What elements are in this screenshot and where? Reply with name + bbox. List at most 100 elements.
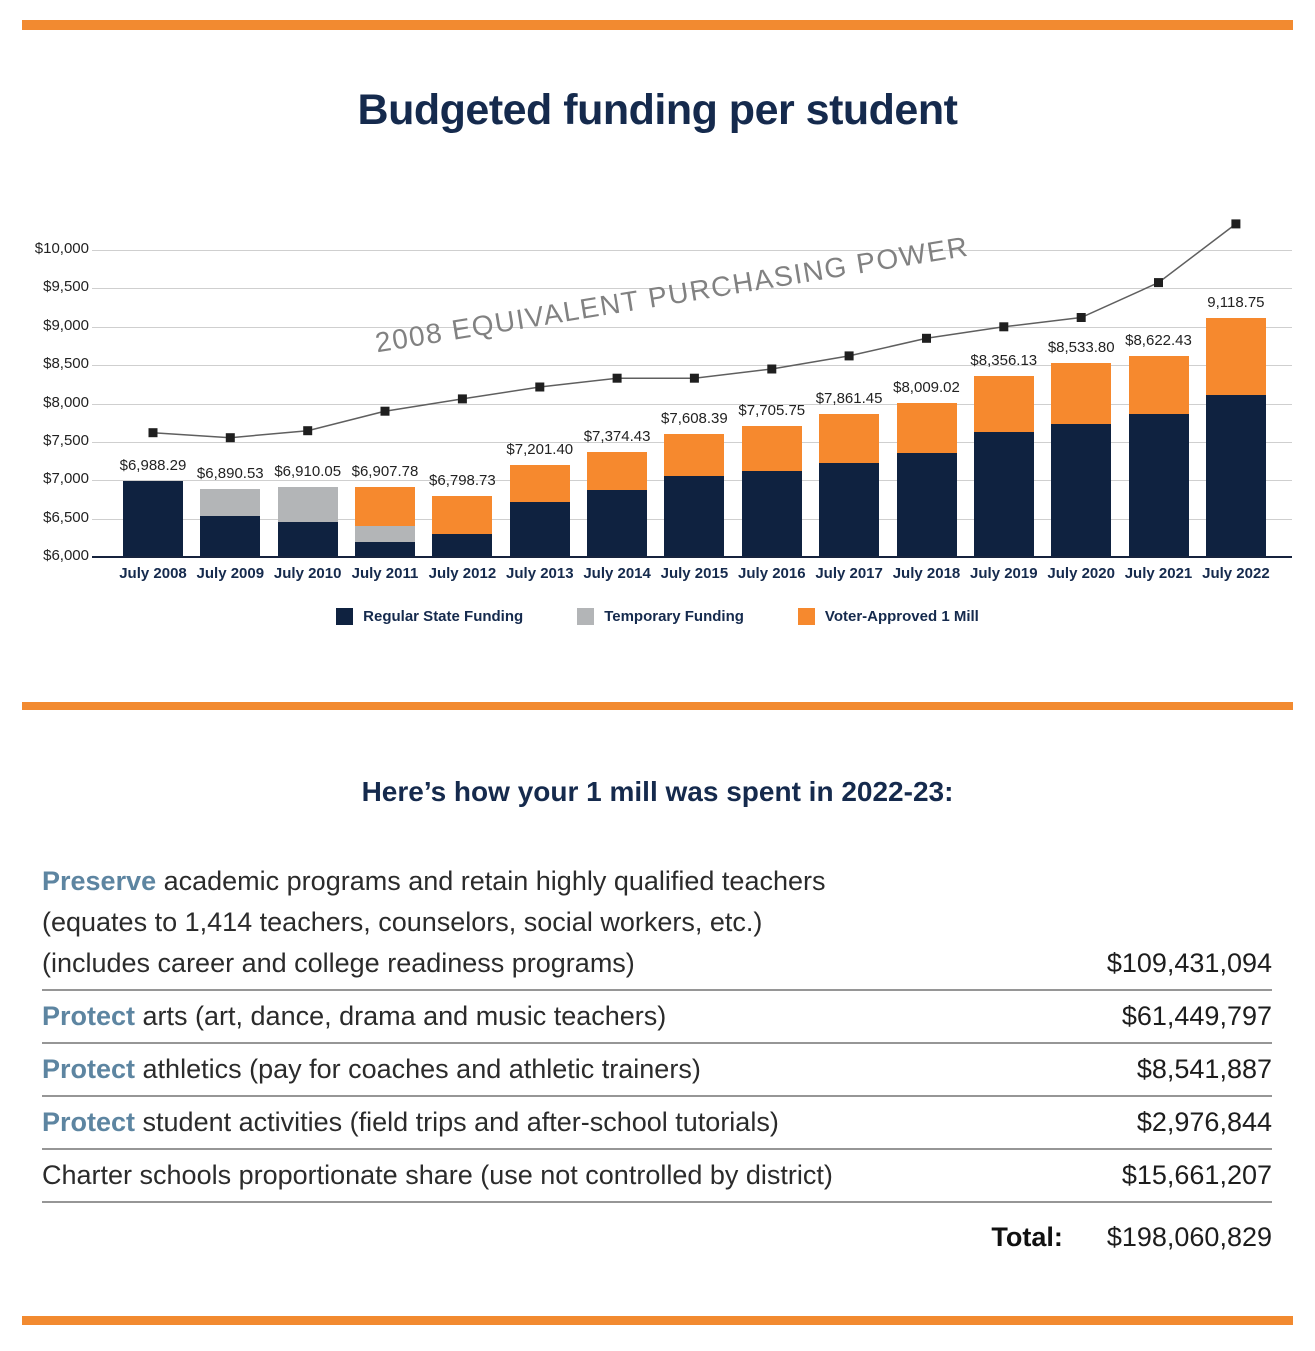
gridline bbox=[22, 441, 1292, 443]
spending-keyword: Protect bbox=[42, 1054, 143, 1084]
y-tick-label: $6,000 bbox=[6, 546, 92, 565]
y-tick-label: $10,000 bbox=[6, 239, 92, 258]
spending-description-line: Charter schools proportionate share (use… bbox=[42, 1160, 833, 1190]
spending-table: Preserve academic programs and retain hi… bbox=[42, 856, 1272, 1263]
bar-segment-voter-approved-1-mill bbox=[355, 487, 415, 526]
bar-segment-regular-state-funding bbox=[200, 516, 261, 557]
bar-segment-regular-state-funding bbox=[1128, 414, 1189, 557]
bar-segment-temporary-funding bbox=[277, 487, 338, 522]
spending-amount: $15,661,207 bbox=[1121, 1160, 1272, 1190]
x-tick-label: July 2019 bbox=[970, 565, 1038, 582]
spending-row: Protect athletics (pay for coaches and a… bbox=[42, 1044, 1272, 1097]
x-tick-label: July 2010 bbox=[273, 565, 342, 582]
bar-segment-regular-state-funding bbox=[741, 471, 802, 557]
y-tick-label: $7,000 bbox=[6, 469, 92, 489]
x-axis-line bbox=[22, 556, 1292, 558]
middle-divider bbox=[22, 702, 1293, 710]
y-tick-label: $9,000 bbox=[6, 315, 92, 335]
bar-segment-regular-state-funding bbox=[1205, 395, 1266, 557]
legend-swatch-icon bbox=[797, 608, 815, 625]
bar-value-label: $6,890.53 bbox=[196, 464, 264, 482]
spending-amount: $61,449,797 bbox=[1121, 1001, 1272, 1031]
spending-total-row: Total: $198,060,829 bbox=[42, 1203, 1272, 1263]
bar-segment-voter-approved-1-mill bbox=[509, 464, 570, 503]
bar-segment-regular-state-funding bbox=[277, 521, 338, 557]
bar-segment-regular-state-funding bbox=[355, 542, 415, 557]
bar-segment-voter-approved-1-mill bbox=[896, 402, 957, 454]
legend-label: Temporary Funding bbox=[604, 608, 744, 625]
legend-label: Regular State Funding bbox=[363, 608, 524, 625]
x-tick-label: July 2017 bbox=[815, 565, 883, 582]
legend-item: Temporary Funding bbox=[577, 608, 744, 625]
x-tick-label: July 2016 bbox=[738, 565, 806, 582]
bar-segment-voter-approved-1-mill bbox=[432, 495, 493, 534]
bar-value-label: $7,705.75 bbox=[738, 402, 806, 420]
x-tick-label: July 2012 bbox=[428, 565, 497, 582]
bar-value-label: $8,356.13 bbox=[970, 352, 1038, 370]
spending-row: Protect arts (art, dance, drama and musi… bbox=[42, 991, 1272, 1044]
bar-segment-regular-state-funding bbox=[896, 453, 957, 557]
bar-segment-temporary-funding bbox=[200, 488, 261, 517]
spending-description: Protect arts (art, dance, drama and musi… bbox=[42, 996, 1100, 1037]
bar-segment-regular-state-funding bbox=[664, 476, 725, 557]
bar-value-label: $7,374.43 bbox=[583, 427, 651, 445]
spending-description-line: Protect student activities (field trips … bbox=[42, 1107, 779, 1137]
bar-value-label: $7,861.45 bbox=[815, 390, 883, 408]
spending-section-heading: Here’s how your 1 mill was spent in 2022… bbox=[361, 776, 954, 807]
bar-segment-voter-approved-1-mill bbox=[587, 451, 648, 491]
bar-value-label: $6,798.73 bbox=[429, 471, 496, 489]
gridline bbox=[22, 518, 1292, 520]
bar-segment-regular-state-funding bbox=[123, 481, 183, 557]
spending-keyword: Preserve bbox=[42, 866, 164, 896]
bar-segment-voter-approved-1-mill bbox=[1128, 355, 1189, 415]
bar-value-label: $7,201.40 bbox=[506, 440, 574, 458]
spending-description-line: Preserve academic programs and retain hi… bbox=[42, 866, 826, 896]
bar-value-label: $7,608.39 bbox=[661, 409, 728, 427]
purchasing-power-watermark: 2008 EQUIVALENT PURCHASING POWER bbox=[372, 230, 971, 359]
bar-segment-regular-state-funding bbox=[973, 432, 1034, 557]
total-amount: $198,060,829 bbox=[1106, 1222, 1272, 1252]
bar-segment-regular-state-funding bbox=[819, 463, 880, 557]
bar-segment-voter-approved-1-mill bbox=[1051, 362, 1112, 425]
bar-value-label: $6,910.05 bbox=[274, 463, 342, 481]
legend-label: Voter-Approved 1 Mill bbox=[824, 608, 979, 625]
spending-amount: $8,541,887 bbox=[1136, 1054, 1272, 1084]
spending-row: Preserve academic programs and retain hi… bbox=[42, 856, 1272, 991]
bar-segment-regular-state-funding bbox=[1051, 424, 1112, 557]
bottom-divider bbox=[22, 1316, 1293, 1325]
spending-description: Protect student activities (field trips … bbox=[42, 1102, 1115, 1143]
x-tick-label: July 2011 bbox=[351, 565, 419, 582]
y-tick-label: $9,500 bbox=[6, 277, 92, 297]
spending-description-line: Protect arts (art, dance, drama and musi… bbox=[42, 1001, 667, 1031]
y-tick-label: $6,500 bbox=[6, 507, 92, 527]
spending-description: Protect athletics (pay for coaches and a… bbox=[42, 1049, 1115, 1090]
x-tick-label: July 2021 bbox=[1124, 565, 1193, 582]
spending-amount: $109,431,094 bbox=[1106, 948, 1272, 978]
x-tick-label: July 2008 bbox=[119, 565, 187, 582]
legend-item: Voter-Approved 1 Mill bbox=[797, 608, 979, 625]
legend-item: Regular State Funding bbox=[336, 608, 523, 625]
y-tick-label: $8,500 bbox=[6, 354, 92, 374]
x-tick-label: July 2015 bbox=[660, 565, 729, 582]
bar-value-label: $8,009.02 bbox=[893, 378, 960, 396]
legend-swatch-icon bbox=[336, 608, 354, 625]
x-tick-label: July 2018 bbox=[892, 565, 961, 582]
spending-keyword: Protect bbox=[42, 1107, 143, 1137]
legend-swatch-icon bbox=[577, 608, 595, 625]
bar-segment-temporary-funding bbox=[355, 526, 415, 543]
x-tick-label: July 2014 bbox=[583, 565, 651, 582]
bar-value-label: $8,622.43 bbox=[1125, 331, 1192, 349]
spending-row: Charter schools proportionate share (use… bbox=[42, 1150, 1272, 1203]
chart-title: Budgeted funding per student bbox=[357, 86, 958, 134]
y-tick-label: $8,000 bbox=[6, 392, 92, 412]
bar-segment-regular-state-funding bbox=[587, 490, 648, 557]
bar-segment-voter-approved-1-mill bbox=[1205, 317, 1266, 396]
spending-description: Charter schools proportionate share (use… bbox=[42, 1155, 1100, 1196]
x-tick-label: July 2020 bbox=[1047, 565, 1115, 582]
spending-keyword: Protect bbox=[42, 1001, 143, 1031]
bar-segment-regular-state-funding bbox=[509, 502, 570, 557]
spending-amount: $2,976,844 bbox=[1136, 1107, 1272, 1137]
bar-value-label: $8,533.80 bbox=[1047, 338, 1115, 356]
x-tick-label: July 2013 bbox=[506, 565, 574, 582]
